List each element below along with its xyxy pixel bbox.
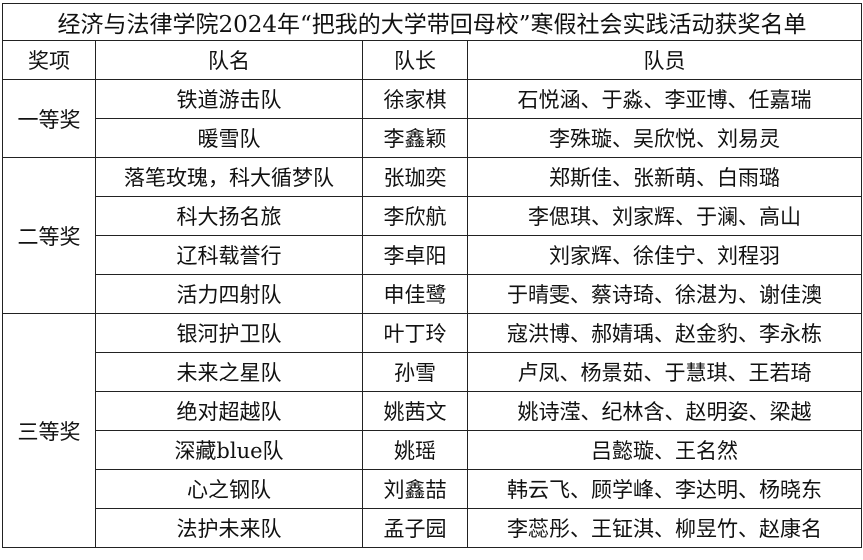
members-cell: 卢凤、杨景茹、于慧琪、王若琦 [467,352,862,392]
team-cell: 心之钢队 [95,469,363,509]
header-members: 队员 [467,40,862,80]
team-cell: 未来之星队 [95,352,363,392]
team-cell: 科大扬名旅 [95,196,363,236]
table-row: 暖雪队 李鑫颖 李殊璇、吴欣悦、刘易灵 [3,118,862,158]
members-cell: 刘家辉、徐佳宁、刘程羽 [467,235,862,275]
team-cell: 绝对超越队 [95,391,363,431]
team-cell: 暖雪队 [95,118,363,158]
members-cell: 姚诗滢、纪林含、赵明姿、梁越 [467,391,862,431]
header-team: 队名 [95,40,363,80]
table-row: 法护未来队 孟子园 李蕊彤、王钲淇、柳昱竹、赵康名 [3,508,862,548]
leader-cell: 姚茜文 [362,391,468,431]
team-cell: 活力四射队 [95,274,363,314]
header-award: 奖项 [2,40,96,80]
members-cell: 韩云飞、顾学峰、李达明、杨晓东 [467,469,862,509]
award-cell: 二等奖 [2,157,96,314]
leader-cell: 李卓阳 [362,235,468,275]
award-cell: 三等奖 [2,313,96,548]
header-leader: 队长 [362,40,468,80]
leader-cell: 孙雪 [362,352,468,392]
members-cell: 郑斯佳、张新萌、白雨璐 [467,157,862,197]
award-cell: 一等奖 [2,79,96,158]
leader-cell: 李欣航 [362,196,468,236]
table-row: 活力四射队 申佳鹭 于晴雯、蔡诗琦、徐湛为、谢佳澳 [3,274,862,314]
table-row: 科大扬名旅 李欣航 李偲琪、刘家辉、于澜、高山 [3,196,862,236]
leader-cell: 李鑫颖 [362,118,468,158]
team-cell: 辽科载誉行 [95,235,363,275]
team-cell: 法护未来队 [95,508,363,548]
leader-cell: 徐家棋 [362,79,468,119]
table-row: 绝对超越队 姚茜文 姚诗滢、纪林含、赵明姿、梁越 [3,391,862,431]
leader-cell: 刘鑫喆 [362,469,468,509]
team-cell: 铁道游击队 [95,79,363,119]
members-cell: 寇洪博、郝婧瑀、赵金豹、李永栋 [467,313,862,353]
team-cell: 深藏blue队 [95,430,363,470]
leader-cell: 孟子园 [362,508,468,548]
table-row: 未来之星队 孙雪 卢凤、杨景茹、于慧琪、王若琦 [3,352,862,392]
members-cell: 李偲琪、刘家辉、于澜、高山 [467,196,862,236]
header-row: 奖项 队名 队长 队员 [2,40,862,80]
members-cell: 石悦涵、于淼、李亚博、任嘉瑞 [467,79,862,119]
table-row: 二等奖 落笔玫瑰，科大循梦队 张珈奕 郑斯佳、张新萌、白雨璐 [2,157,862,314]
title-row: 经济与法律学院2024年“把我的大学带回母校”寒假社会实践活动获奖名单 [2,3,862,41]
team-cell: 落笔玫瑰，科大循梦队 [95,157,363,197]
team-cell: 银河护卫队 [95,313,363,353]
leader-cell: 申佳鹭 [362,274,468,314]
leader-cell: 姚瑶 [362,430,468,470]
table-title: 经济与法律学院2024年“把我的大学带回母校”寒假社会实践活动获奖名单 [2,3,862,41]
award-table: 经济与法律学院2024年“把我的大学带回母校”寒假社会实践活动获奖名单 奖项 队… [2,3,862,548]
table-row: 心之钢队 刘鑫喆 韩云飞、顾学峰、李达明、杨晓东 [3,469,862,509]
table-row: 深藏blue队 姚瑶 吕懿璇、王名然 [3,430,862,470]
leader-cell: 叶丁玲 [362,313,468,353]
members-cell: 吕懿璇、王名然 [467,430,862,470]
members-cell: 于晴雯、蔡诗琦、徐湛为、谢佳澳 [467,274,862,314]
table-row: 一等奖 铁道游击队 徐家棋 石悦涵、于淼、李亚博、任嘉瑞 [2,79,862,158]
members-cell: 李殊璇、吴欣悦、刘易灵 [467,118,862,158]
leader-cell: 张珈奕 [362,157,468,197]
table-row: 三等奖 银河护卫队 叶丁玲 寇洪博、郝婧瑀、赵金豹、李永栋 [2,313,862,548]
table-row: 辽科载誉行 李卓阳 刘家辉、徐佳宁、刘程羽 [3,235,862,275]
members-cell: 李蕊彤、王钲淇、柳昱竹、赵康名 [467,508,862,548]
